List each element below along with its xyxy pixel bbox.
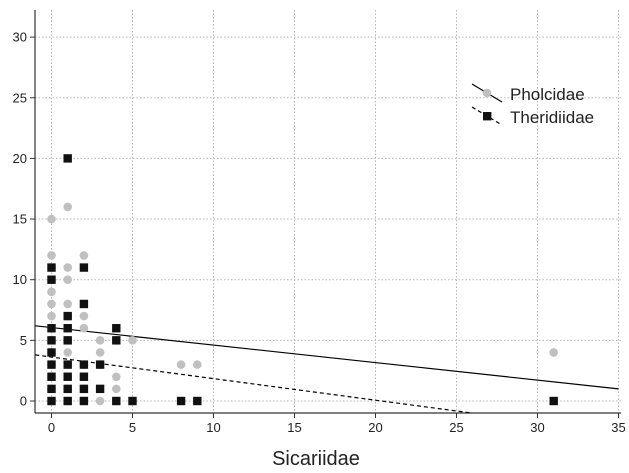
theridiidae-point <box>95 384 105 394</box>
theridiidae-point <box>95 360 105 369</box>
pholcidae-point <box>549 348 558 357</box>
theridiidae-point <box>63 372 72 381</box>
theridiidae-point <box>63 384 72 394</box>
theridiidae-point <box>63 336 72 345</box>
y-tick-label: 0 <box>20 394 27 409</box>
pholcidae-point <box>79 251 89 260</box>
pholcidae-point <box>63 275 72 285</box>
x-tick-label: 20 <box>368 420 382 435</box>
theridiidae-point <box>47 324 56 333</box>
grid <box>35 10 621 413</box>
pholcidae-legend-label: Pholcidae <box>510 85 585 104</box>
theridiidae-point <box>47 396 56 406</box>
pholcidae-point <box>47 214 56 224</box>
theridiidae-point <box>47 348 56 357</box>
theridiidae-point <box>63 324 72 333</box>
data-points <box>47 154 558 406</box>
pholcidae-point <box>112 372 121 382</box>
pholcidae-point <box>112 384 121 394</box>
theridiidae-point <box>47 336 56 345</box>
theridiidae-point <box>79 263 89 272</box>
theridiidae-point <box>63 154 72 163</box>
pholcidae-point <box>47 287 56 297</box>
axes: 0 5 10 15 20 25 30 35 0 5 10 15 20 25 30 <box>13 10 626 435</box>
pholcidae-point <box>79 323 89 333</box>
theridiidae-point <box>112 396 121 406</box>
y-tick-label: 5 <box>20 333 27 348</box>
theridiidae-point <box>79 360 89 369</box>
theridiidae-point <box>112 336 121 345</box>
pholcidae-point <box>47 299 56 309</box>
theridiidae-point <box>47 263 56 272</box>
pholcidae-trendline <box>35 325 619 390</box>
x-tick-label: 5 <box>129 420 136 435</box>
trendlines <box>35 325 619 413</box>
theridiidae-legend-label: Theridiidae <box>510 108 594 127</box>
theridiidae-point <box>47 360 56 369</box>
theridiidae-point <box>63 311 72 321</box>
pholcidae-legend-marker <box>482 88 492 98</box>
theridiidae-point <box>47 275 56 284</box>
x-axis-title: Sicariidae <box>272 448 360 470</box>
theridiidae-point <box>79 396 89 406</box>
theridiidae-point <box>549 396 558 406</box>
y-tick-label: 30 <box>13 30 27 45</box>
theridiidae-point <box>112 324 121 333</box>
theridiidae-point <box>193 396 202 406</box>
legend: Pholcidae Theridiidae <box>471 83 594 127</box>
pholcidae-point <box>176 360 186 369</box>
x-tick-label: 25 <box>449 420 463 435</box>
pholcidae-point <box>95 336 105 345</box>
pholcidae-point <box>193 360 202 369</box>
y-tick-label: 25 <box>13 90 27 105</box>
y-tick-label: 20 <box>13 151 27 166</box>
theridiidae-point <box>79 372 89 381</box>
pholcidae-point <box>63 299 72 309</box>
y-tick-label: 10 <box>13 272 27 287</box>
theridiidae-point <box>47 372 56 381</box>
pholcidae-point <box>47 251 56 260</box>
pholcidae-point <box>95 348 105 357</box>
pholcidae-point <box>79 311 89 321</box>
theridiidae-point <box>79 384 89 394</box>
theridiidae-trendline <box>35 354 473 413</box>
pholcidae-point <box>63 263 72 272</box>
pholcidae-point <box>128 336 137 345</box>
y-tick-label: 15 <box>13 212 27 227</box>
pholcidae-point <box>63 348 72 357</box>
theridiidae-point <box>79 299 89 309</box>
theridiidae-point <box>128 396 137 406</box>
x-tick-label: 15 <box>287 420 301 435</box>
x-tick-label: 0 <box>48 420 55 435</box>
pholcidae-point <box>63 202 72 212</box>
pholcidae-point <box>47 311 56 321</box>
theridiidae-point <box>47 384 56 394</box>
pholcidae-point <box>95 396 105 406</box>
theridiidae-point <box>176 396 186 406</box>
x-tick-label: 10 <box>206 420 220 435</box>
x-tick-label: 30 <box>530 420 544 435</box>
theridiidae-point <box>63 396 72 406</box>
theridiidae-legend-marker <box>483 112 492 121</box>
theridiidae-point <box>63 360 72 369</box>
x-tick-label: 35 <box>611 420 625 435</box>
